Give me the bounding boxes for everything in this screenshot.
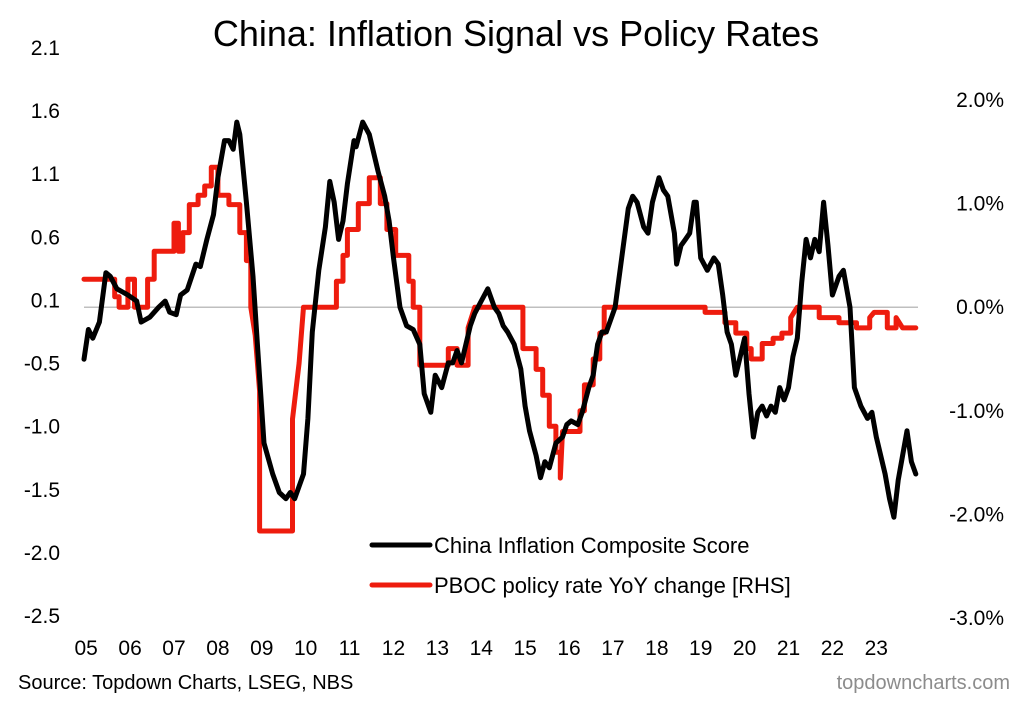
x-tick-label: 17 xyxy=(601,637,624,660)
right-tick-label: -2.0% xyxy=(949,503,1004,526)
x-tick-label: 07 xyxy=(162,637,185,660)
x-tick-label: 10 xyxy=(294,637,317,660)
left-tick-label: 1.6 xyxy=(31,100,60,123)
x-tick-label: 06 xyxy=(118,637,141,660)
x-tick-label: 19 xyxy=(689,637,712,660)
left-tick-label: 1.1 xyxy=(31,163,60,186)
left-tick-label: -2.0 xyxy=(24,542,60,565)
x-tick-label: 23 xyxy=(865,637,888,660)
brand-watermark: topdowncharts.com xyxy=(837,672,1010,694)
x-tick-label: 20 xyxy=(733,637,756,660)
left-tick-label: -0.5 xyxy=(24,353,60,376)
x-tick-label: 08 xyxy=(206,637,229,660)
x-tick-label: 22 xyxy=(821,637,844,660)
legend: China Inflation Composite Score PBOC pol… xyxy=(369,533,791,598)
plot-area xyxy=(81,119,919,534)
right-tick-label: -3.0% xyxy=(949,607,1004,630)
x-tick-label: 14 xyxy=(470,637,494,660)
chart-title: China: Inflation Signal vs Policy Rates xyxy=(213,13,819,54)
x-tick-label: 15 xyxy=(513,637,536,660)
series-line-inflation xyxy=(81,119,919,520)
x-tick-label: 05 xyxy=(75,637,98,660)
x-axis: 05 06 07 08 09 10 11 12 13 14 15 16 17 18 19 20 21 22 23 xyxy=(75,637,888,660)
left-tick-label: 0.1 xyxy=(31,289,60,312)
x-tick-label: 18 xyxy=(645,637,668,660)
left-tick-label: -1.5 xyxy=(24,479,60,502)
series-line-pboc xyxy=(81,164,919,534)
x-tick-label: 12 xyxy=(382,637,405,660)
left-tick-label: -2.5 xyxy=(24,605,60,628)
left-axis: 2.1 1.6 1.1 0.6 0.1 -0.5 -1.0 -1.5 -2.0 -2.5 xyxy=(24,37,60,628)
legend-label-inflation: China Inflation Composite Score xyxy=(434,533,750,558)
x-tick-label: 21 xyxy=(777,637,800,660)
source-note: Source: Topdown Charts, LSEG, NBS xyxy=(18,672,353,694)
x-tick-label: 09 xyxy=(250,637,273,660)
left-tick-label: 2.1 xyxy=(31,37,60,60)
right-tick-label: -1.0% xyxy=(949,400,1004,423)
right-tick-label: 1.0% xyxy=(956,193,1004,216)
right-tick-label: 2.0% xyxy=(956,89,1004,112)
right-axis: 2.0% 1.0% 0.0% -1.0% -2.0% -3.0% xyxy=(949,89,1004,630)
x-tick-label: 16 xyxy=(557,637,580,660)
x-tick-label: 13 xyxy=(426,637,449,660)
left-tick-label: 0.6 xyxy=(31,226,60,249)
legend-label-pboc: PBOC policy rate YoY change [RHS] xyxy=(434,573,791,598)
right-tick-label: 0.0% xyxy=(956,296,1004,319)
x-tick-label: 11 xyxy=(339,637,361,660)
left-tick-label: -1.0 xyxy=(24,416,60,439)
